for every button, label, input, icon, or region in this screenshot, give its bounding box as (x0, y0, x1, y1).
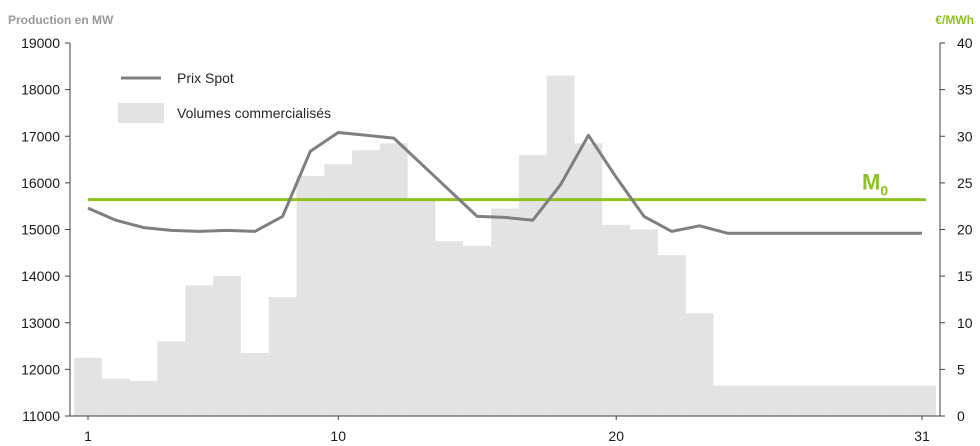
volume-bar (157, 341, 186, 416)
left-axis-title: Production en MW (8, 13, 114, 27)
reference-layer: M0 (88, 170, 926, 202)
volume-bar (546, 75, 575, 416)
left-tick-label: 18000 (21, 82, 60, 98)
volume-bar (268, 297, 297, 416)
left-tick-label: 11000 (22, 408, 60, 424)
legend-label-volumes: Volumes commercialisés (177, 105, 331, 121)
volume-bar (324, 164, 353, 416)
right-tick-label: 35 (957, 82, 973, 98)
volume-bar (296, 175, 325, 416)
volume-bar (213, 276, 241, 416)
volume-bar (852, 385, 881, 416)
left-tick-label: 19000 (21, 35, 60, 51)
x-tick-label: 10 (330, 428, 346, 444)
price-line (87, 131, 922, 235)
volume-bar (240, 353, 269, 416)
volume-bar (185, 285, 214, 416)
volume-bar (769, 385, 797, 416)
volume-bar (101, 378, 130, 416)
volume-bar (908, 385, 936, 416)
volume-bar (630, 229, 658, 416)
right-tick-label: 5 (957, 361, 965, 377)
right-tick-label: 40 (957, 35, 973, 51)
left-tick-label: 12000 (21, 361, 60, 377)
right-tick-label: 10 (957, 315, 973, 331)
axes-layer: 11000 12000 13000 14000 15000 16000 17000 18000… (21, 35, 973, 444)
volume-bar (880, 385, 909, 416)
volume-bar (74, 357, 102, 416)
right-tick-label: 20 (957, 222, 973, 238)
legend-bar-swatch (118, 103, 164, 123)
volume-bar (602, 224, 631, 416)
left-tick-label: 17000 (21, 128, 60, 144)
line-layer (87, 131, 922, 235)
left-tick-label: 13000 (21, 315, 60, 331)
volume-bar (685, 313, 714, 416)
left-tick-label: 14000 (21, 268, 60, 284)
legend-label-prix-spot: Prix Spot (177, 70, 234, 86)
volume-bar (824, 385, 853, 416)
volume-bar (741, 385, 770, 416)
volume-bar (129, 381, 158, 416)
volume-bar (435, 241, 464, 416)
right-axis-title: €/MWh (935, 13, 974, 27)
left-tick-label: 15000 (21, 222, 60, 238)
bars-layer (74, 75, 936, 417)
volume-bar (657, 255, 686, 416)
volume-bar (491, 208, 519, 416)
x-tick-label: 1 (84, 428, 92, 444)
volume-bar (796, 385, 825, 416)
volume-bar (713, 385, 742, 416)
right-tick-label: 15 (957, 268, 973, 284)
right-tick-label: 0 (957, 408, 965, 424)
volume-bar (407, 199, 436, 416)
right-tick-label: 25 (957, 175, 973, 191)
x-tick-label: 31 (914, 428, 930, 444)
reference-label-m0: M0 (862, 170, 888, 199)
volume-bar (379, 143, 408, 416)
right-tick-label: 30 (957, 128, 973, 144)
x-tick-label: 20 (608, 428, 624, 444)
volume-bar (574, 143, 603, 416)
left-tick-label: 16000 (21, 175, 60, 191)
legend: Prix Spot Volumes commercialisés (118, 70, 331, 123)
volume-bar (352, 150, 380, 417)
volume-bar (463, 245, 492, 416)
volume-bar (518, 154, 547, 416)
